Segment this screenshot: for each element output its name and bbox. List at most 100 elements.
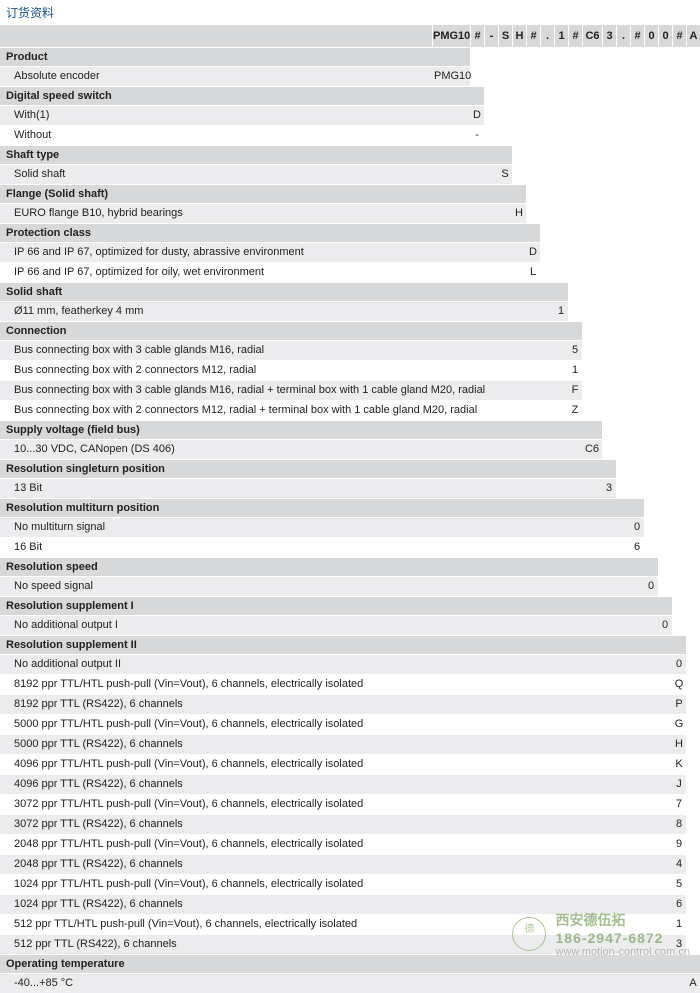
option-row: Solid shaftS (0, 164, 512, 184)
section-header: Resolution supplement I (0, 596, 672, 615)
option-value: A (686, 974, 700, 993)
option-row: 5000 ppr TTL/HTL push-pull (Vin=Vout), 6… (0, 714, 686, 734)
option-row: 1024 ppr TTL/HTL push-pull (Vin=Vout), 6… (0, 874, 686, 894)
option-row: 5000 ppr TTL (RS422), 6 channelsH (0, 734, 686, 754)
option-row: 3072 ppr TTL/HTL push-pull (Vin=Vout), 6… (0, 794, 686, 814)
option-label: No speed signal (0, 577, 644, 596)
code-cell-9: C6 (582, 25, 602, 47)
option-label: 8192 ppr TTL (RS422), 6 channels (0, 695, 672, 714)
option-row: IP 66 and IP 67, optimized for oily, wet… (0, 262, 540, 282)
option-row: 1024 ppr TTL (RS422), 6 channels6 (0, 894, 686, 914)
option-row: 512 ppr TTL (RS422), 6 channels3 (0, 934, 686, 954)
option-label: EURO flange B10, hybrid bearings (0, 204, 512, 223)
option-value: 6 (630, 538, 644, 557)
option-value: 0 (672, 655, 686, 674)
option-value: K (672, 755, 686, 774)
option-label: 8192 ppr TTL/HTL push-pull (Vin=Vout), 6… (0, 675, 672, 694)
section-header: Product (0, 47, 470, 66)
option-row: Without- (0, 125, 484, 145)
section-header: Solid shaft (0, 282, 568, 301)
code-cell-11: . (616, 25, 630, 47)
option-value: - (470, 126, 484, 145)
option-value: Z (568, 401, 582, 420)
option-label: With(1) (0, 106, 470, 125)
code-cell-5: # (526, 25, 540, 47)
option-value: J (672, 775, 686, 794)
option-value: PMG10 (432, 67, 470, 86)
section-header: Digital speed switch (0, 86, 484, 105)
option-value: 3 (602, 479, 616, 498)
option-value: 0 (658, 616, 672, 635)
ordering-code-row: PMG10#-SH#.1#C63.#00#A (0, 25, 700, 47)
option-label: 5000 ppr TTL (RS422), 6 channels (0, 735, 672, 754)
option-row: 13 Bit3 (0, 478, 616, 498)
option-row: No multiturn signal0 (0, 517, 644, 537)
code-cell-12: # (630, 25, 644, 47)
code-cell-16: A (686, 25, 700, 47)
option-value: 5 (672, 875, 686, 894)
option-label: Without (0, 126, 470, 145)
code-cell-0: PMG10 (432, 25, 470, 47)
option-value: D (526, 243, 540, 262)
code-cell-4: H (512, 25, 526, 47)
option-value: S (498, 165, 512, 184)
option-row: 2048 ppr TTL (RS422), 6 channels4 (0, 854, 686, 874)
option-label: 2048 ppr TTL/HTL push-pull (Vin=Vout), 6… (0, 835, 672, 854)
option-value: H (672, 735, 686, 754)
option-value: L (526, 263, 540, 282)
option-label: No additional output II (0, 655, 672, 674)
option-label: Absolute encoder (0, 67, 432, 86)
code-cell-1: # (470, 25, 484, 47)
option-value: 4 (672, 855, 686, 874)
option-label: 512 ppr TTL/HTL push-pull (Vin=Vout), 6 … (0, 915, 672, 934)
option-row: 16 Bit6 (0, 537, 644, 557)
option-label: 512 ppr TTL (RS422), 6 channels (0, 935, 672, 954)
section-header: Resolution supplement II (0, 635, 686, 654)
option-value: 8 (672, 815, 686, 834)
code-cell-8: # (568, 25, 582, 47)
option-row: Bus connecting box with 3 cable glands M… (0, 380, 582, 400)
option-row: 4096 ppr TTL/HTL push-pull (Vin=Vout), 6… (0, 754, 686, 774)
option-value: F (568, 381, 582, 400)
option-label: IP 66 and IP 67, optimized for oily, wet… (0, 263, 526, 282)
option-value: C6 (582, 440, 602, 459)
option-value: 5 (568, 341, 582, 360)
option-row: No additional output II0 (0, 654, 686, 674)
option-label: 2048 ppr TTL (RS422), 6 channels (0, 855, 672, 874)
option-row: With(1)D (0, 105, 484, 125)
section-header: Operating temperature (0, 954, 700, 973)
option-label: Bus connecting box with 3 cable glands M… (0, 341, 568, 360)
option-label: No multiturn signal (0, 518, 630, 537)
section-header: Flange (Solid shaft) (0, 184, 526, 203)
ordering-spec-table: 订货资料 PMG10#-SH#.1#C63.#00#A ProductAbsol… (0, 0, 700, 993)
option-label: 10...30 VDC, CANopen (DS 406) (0, 440, 582, 459)
option-row: Bus connecting box with 3 cable glands M… (0, 340, 582, 360)
option-value: 7 (672, 795, 686, 814)
option-value: Q (672, 675, 686, 694)
option-row: 512 ppr TTL/HTL push-pull (Vin=Vout), 6 … (0, 914, 686, 934)
code-cell-3: S (498, 25, 512, 47)
code-cell-13: 0 (644, 25, 658, 47)
option-row: EURO flange B10, hybrid bearingsH (0, 203, 526, 223)
option-label: 3072 ppr TTL/HTL push-pull (Vin=Vout), 6… (0, 795, 672, 814)
option-row: 10...30 VDC, CANopen (DS 406)C6 (0, 439, 602, 459)
section-header: Resolution speed (0, 557, 658, 576)
section-header: Shaft type (0, 145, 512, 164)
section-header: Resolution multiturn position (0, 498, 644, 517)
option-row: Bus connecting box with 2 connectors M12… (0, 360, 582, 380)
option-label: 5000 ppr TTL/HTL push-pull (Vin=Vout), 6… (0, 715, 672, 734)
option-value: 1 (554, 302, 568, 321)
option-label: Solid shaft (0, 165, 498, 184)
option-label: Bus connecting box with 2 connectors M12… (0, 401, 568, 420)
page-title: 订货资料 (0, 0, 700, 25)
code-cell-7: 1 (554, 25, 568, 47)
section-header: Connection (0, 321, 582, 340)
option-label: Ø11 mm, featherkey 4 mm (0, 302, 554, 321)
option-label: 1024 ppr TTL/HTL push-pull (Vin=Vout), 6… (0, 875, 672, 894)
option-value: G (672, 715, 686, 734)
option-row: IP 66 and IP 67, optimized for dusty, ab… (0, 242, 540, 262)
option-row: Bus connecting box with 2 connectors M12… (0, 400, 582, 420)
code-cell-15: # (672, 25, 686, 47)
option-value: P (672, 695, 686, 714)
option-label: 1024 ppr TTL (RS422), 6 channels (0, 895, 672, 914)
